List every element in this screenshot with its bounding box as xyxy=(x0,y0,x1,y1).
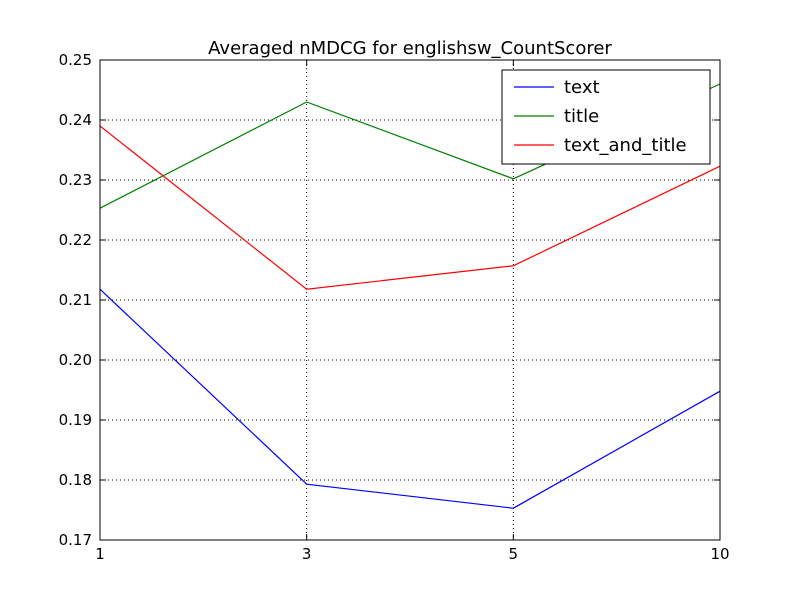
y-tick-label: 0.23 xyxy=(59,171,92,189)
chart-title: Averaged nMDCG for englishsw_CountScorer xyxy=(208,38,612,59)
y-tick-label: 0.18 xyxy=(59,471,92,489)
series-line-text-and-title xyxy=(99,125,721,290)
y-tick-label: 0.17 xyxy=(59,531,92,549)
x-tick-label: 5 xyxy=(509,545,519,563)
x-tick-label: 10 xyxy=(710,545,729,563)
x-tick-label: 1 xyxy=(95,545,105,563)
legend-entries: text title text_and_title xyxy=(514,77,687,156)
y-axis-tick-labels: 0.17 0.18 0.19 0.20 0.21 0.22 0.23 0.24 0.25 xyxy=(59,51,92,549)
y-tick-label: 0.22 xyxy=(59,231,92,249)
legend: text title text_and_title xyxy=(501,69,711,165)
y-tick-label: 0.25 xyxy=(59,51,92,69)
y-tick-label: 0.21 xyxy=(59,291,92,309)
x-tick-label: 3 xyxy=(302,545,312,563)
y-tick-label: 0.19 xyxy=(59,411,92,429)
y-tick-label: 0.20 xyxy=(59,351,92,369)
legend-label: text xyxy=(564,77,600,98)
axis-ticks xyxy=(99,59,721,541)
series-line-text xyxy=(99,288,721,509)
legend-label: text_and_title xyxy=(564,135,687,156)
x-axis-tick-labels: 1 3 5 10 xyxy=(95,545,729,563)
y-tick-label: 0.24 xyxy=(59,111,92,129)
legend-label: title xyxy=(564,106,599,127)
legend-box xyxy=(501,69,711,165)
